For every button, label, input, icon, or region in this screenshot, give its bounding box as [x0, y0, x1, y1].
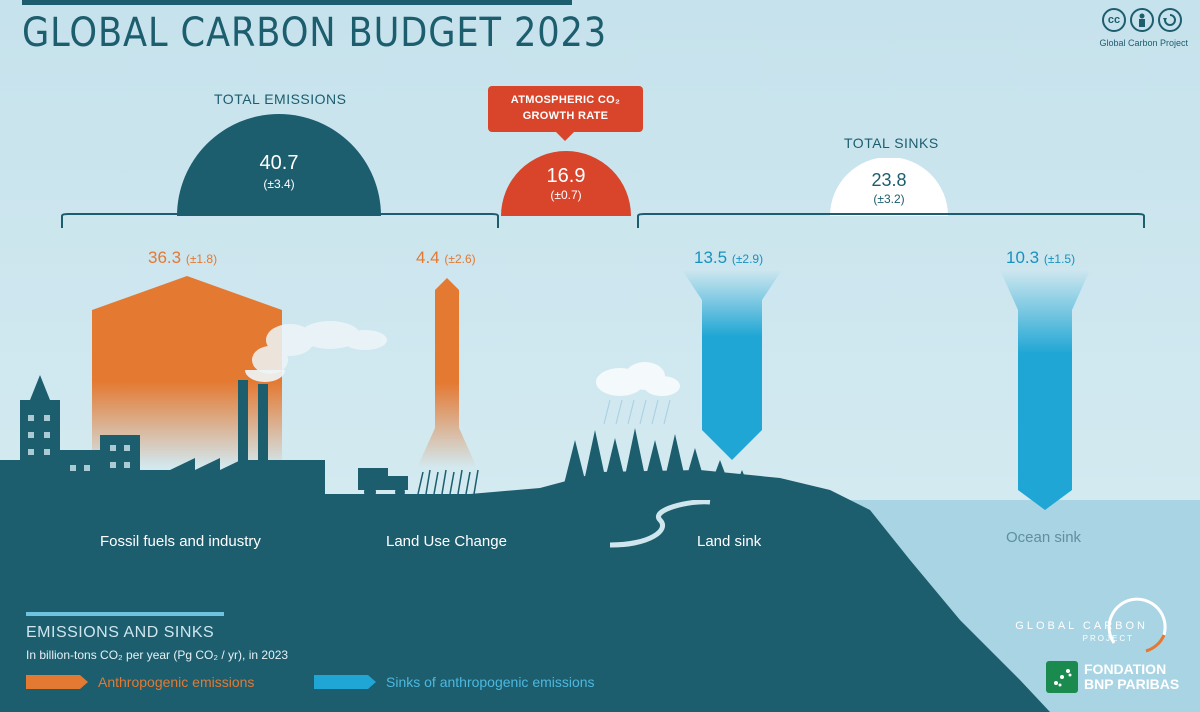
legend-item-sinks: Sinks of anthropogenic emissions	[314, 674, 595, 690]
land-use-value: 4.4 (±2.6)	[416, 248, 476, 268]
fossil-emission-arrow	[92, 276, 282, 468]
sinks-bracket	[637, 213, 1145, 228]
land-sink-value: 13.5 (±2.9)	[694, 248, 763, 268]
fossil-label: Fossil fuels and industry	[100, 533, 261, 550]
license-icons: cc	[1102, 8, 1182, 32]
bnp-logo-text: FONDATION BNP PARIBAS	[1084, 662, 1179, 692]
total-sinks-dome	[830, 158, 948, 216]
total-emissions-dome	[177, 114, 381, 216]
smoke-cloud	[252, 321, 387, 374]
bnp-line1: FONDATION	[1084, 661, 1167, 677]
land-use-value-uncertainty: (±2.6)	[444, 252, 476, 266]
city-skyline-illustration	[0, 370, 325, 500]
gcp-logo-text: GLOBAL CARBON	[1015, 620, 1148, 632]
ocean-sink-value: 10.3 (±1.5)	[1006, 248, 1075, 268]
atmospheric-label-line1: ATMOSPHERIC CO₂	[510, 94, 621, 106]
legend-accent-bar	[26, 612, 224, 616]
bnp-logo-icon	[1046, 661, 1078, 693]
land-use-value-number: 4.4	[416, 248, 440, 267]
page-title: GLOBAL CARBON BUDGET 2023	[22, 10, 608, 56]
bnp-line2: BNP PARIBAS	[1084, 676, 1180, 692]
legend-emissions-label: Anthropogenic emissions	[98, 674, 255, 690]
atmospheric-uncertainty: (±0.7)	[550, 188, 582, 202]
fossil-value: 36.3 (±1.8)	[148, 248, 217, 268]
legend-sinks-label: Sinks of anthropogenic emissions	[386, 674, 595, 690]
emissions-bracket	[61, 213, 499, 228]
land-sink-value-number: 13.5	[694, 248, 728, 267]
land-sink-label: Land sink	[697, 533, 762, 550]
forest-illustration	[560, 428, 770, 500]
sharealike-icon	[1158, 8, 1182, 32]
ocean-sink-arrow	[1000, 270, 1090, 510]
atmospheric-value: 16.9	[546, 165, 586, 187]
legend-item-emissions: Anthropogenic emissions	[26, 674, 254, 690]
fossil-value-number: 36.3	[148, 248, 182, 267]
land-use-label: Land Use Change	[386, 533, 507, 550]
fossil-value-uncertainty: (±1.8)	[185, 252, 218, 266]
total-sinks-label: TOTAL SINKS	[844, 135, 939, 151]
legend-title: EMISSIONS AND SINKS	[26, 624, 215, 641]
legend-subtitle: In billion-tons CO₂ per year (Pg CO₂ / y…	[26, 648, 289, 662]
rain-cloud	[596, 362, 680, 425]
total-sinks-uncertainty: (±3.2)	[873, 192, 905, 206]
license-label: Global Carbon Project	[1099, 38, 1188, 48]
tractor-illustration	[358, 468, 479, 498]
total-emissions-value: 40.7	[259, 152, 299, 174]
sinks-arrow-icon	[314, 675, 376, 689]
atmospheric-growth-label: ATMOSPHERIC CO₂ GROWTH RATE	[488, 86, 643, 141]
atmospheric-dome	[501, 151, 631, 216]
land-use-emission-arrow	[417, 278, 477, 468]
ocean-sink-label: Ocean sink	[1006, 529, 1082, 546]
attribution-icon	[1130, 8, 1154, 32]
emissions-arrow-icon	[26, 675, 88, 689]
ocean-sink-value-uncertainty: (±1.5)	[1043, 252, 1076, 266]
land-sink-value-uncertainty: (±2.9)	[731, 252, 764, 266]
total-sinks-value: 23.8	[871, 170, 907, 190]
gcp-logo-subtext: PROJECT	[1082, 634, 1134, 643]
gcp-logo-arc	[1107, 597, 1167, 653]
total-emissions-label: TOTAL EMISSIONS	[214, 91, 347, 107]
land-sink-arrow	[682, 270, 782, 460]
ocean-sink-value-number: 10.3	[1006, 248, 1040, 267]
title-accent-bar	[22, 0, 572, 5]
cc-icon: cc	[1102, 8, 1126, 32]
atmospheric-label-line2: GROWTH RATE	[522, 110, 609, 122]
total-emissions-uncertainty: (±3.4)	[263, 177, 295, 191]
